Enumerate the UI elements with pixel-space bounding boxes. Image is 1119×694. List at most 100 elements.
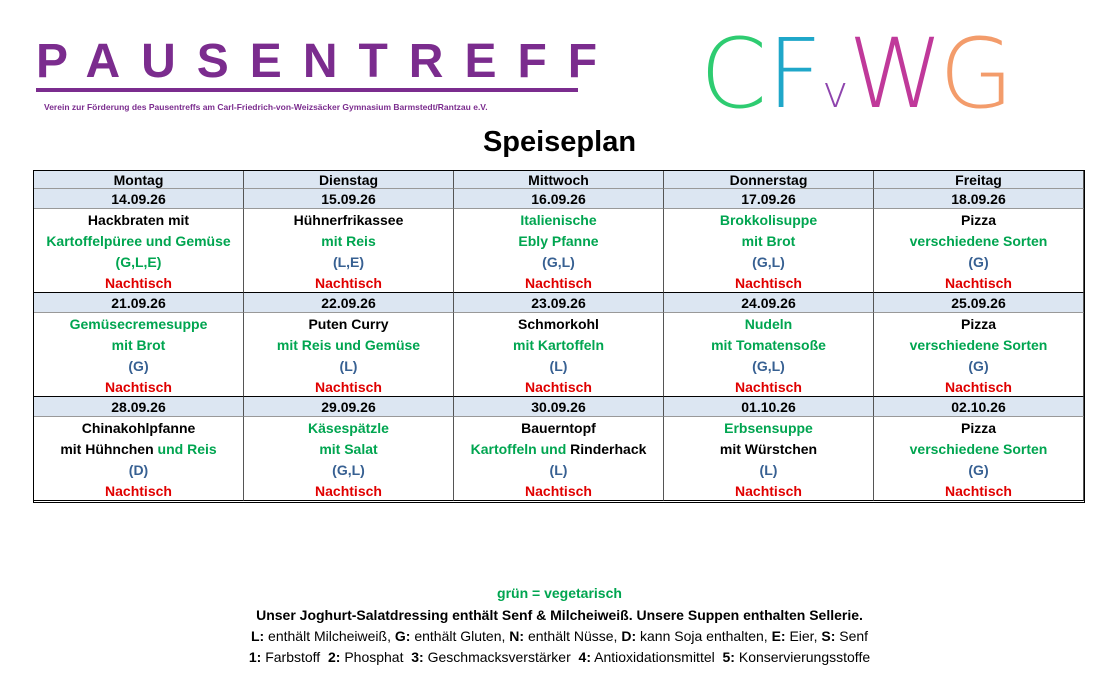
logo-letter: v [822, 67, 849, 118]
meal-text: verschiedene Sorten [909, 441, 1048, 457]
footer-text: E: [771, 628, 786, 644]
meal-text: mit Hühnchen [60, 441, 158, 457]
meal-text: Nachtisch [945, 275, 1012, 291]
date-cell: 25.09.26 [874, 293, 1084, 313]
meal-line: (L,E) [244, 252, 453, 273]
footer-text: Konservierungsstoffe [734, 649, 871, 665]
meal-text: Nachtisch [945, 379, 1012, 395]
meal-text: und Reis [157, 441, 217, 457]
meal-line: Nachtisch [664, 273, 873, 294]
meal-text: Nachtisch [945, 483, 1012, 499]
meal-line: Kartoffeln und Rinderhack [454, 439, 663, 460]
meal-text: Chinakohlpfanne [81, 420, 196, 436]
meal-line: mit Reis [244, 231, 453, 252]
meal-line: mit Hühnchen und Reis [34, 439, 243, 460]
footer-text: 5: [722, 649, 735, 665]
meal-line: mit Brot [34, 335, 243, 356]
meal-cell: Chinakohlpfanne mit Hühnchen und Reis (D) N… [34, 417, 244, 501]
meal-text: Nachtisch [315, 275, 382, 291]
meal-cell: Pizza verschiedene Sorten (G) Nachtisch [874, 313, 1084, 397]
meal-text: (G) [128, 358, 149, 374]
meal-text: Nachtisch [105, 379, 172, 395]
meal-text: (L) [549, 358, 568, 374]
meal-text: (L,E) [332, 254, 365, 270]
footer-text: Eier, [785, 628, 822, 644]
meal-text: mit Salat [319, 441, 378, 457]
menu-table [33, 170, 1085, 503]
day-header: Freitag [874, 171, 1084, 189]
meal-cell: Pizza verschiedene Sorten (G) Nachtisch [874, 209, 1084, 293]
meal-text: Hühnerfrikassee [293, 212, 404, 228]
meal-text: Nachtisch [525, 275, 592, 291]
meal-text: Erbsensuppe [724, 420, 813, 436]
meal-line: verschiedene Sorten [874, 231, 1083, 252]
meal-line: (L) [454, 356, 663, 377]
meal-line: mit Reis und Gemüse [244, 335, 453, 356]
heading: Speiseplan [482, 126, 637, 158]
footer-text: D: [621, 628, 637, 644]
meal-text: Käsespätzle [308, 420, 389, 436]
meal-text: verschiedene Sorten [909, 233, 1048, 249]
logo-letter: F [767, 18, 823, 130]
meal-line: Nachtisch [244, 481, 453, 502]
meal-line: (G,L) [244, 460, 453, 481]
day-header: Donnerstag [664, 171, 874, 189]
date-cell: 17.09.26 [664, 189, 874, 209]
title: PAUSENTREFF [36, 35, 619, 88]
meal-line: (G,L) [664, 356, 873, 377]
meal-cell: Hackbraten mit Kartoffelpüree und Gemüse (… [34, 209, 244, 293]
meal-line: Nachtisch [454, 481, 663, 502]
footer-text: 1: [248, 649, 262, 665]
meal-text: (D) [128, 462, 149, 478]
meal-text: mit Reis [321, 233, 376, 249]
meal-cell: Italienische Ebly Pfanne (G,L) Nachtisch [454, 209, 664, 293]
meal-line: Pizza [874, 314, 1083, 335]
meal-line: Nachtisch [874, 377, 1083, 398]
footer-text: N: [509, 628, 525, 644]
meal-text: Nachtisch [735, 275, 802, 291]
meal-line: Nachtisch [34, 273, 243, 294]
meal-text: Kartoffelpüree und Gemüse [46, 233, 231, 249]
meal-text: Brokkolisuppe [719, 212, 818, 228]
meal-text: (G,L) [752, 358, 785, 374]
meal-cell: Puten Curry mit Reis und Gemüse (L) Nachtis… [244, 313, 454, 397]
meal-text: Nachtisch [105, 275, 172, 291]
footer-text: S: [821, 628, 836, 644]
meal-line: Pizza [874, 418, 1083, 439]
meal-line: Puten Curry [244, 314, 453, 335]
footer-text: Antioxidationsmittel [591, 649, 723, 665]
meal-text: Italienische [520, 212, 597, 228]
meal-text: mit Tomatensoße [711, 337, 826, 353]
meal-text: (G) [968, 254, 989, 270]
meal-line: Nachtisch [664, 377, 873, 398]
meal-cell: Brokkolisuppe mit Brot (G,L) Nachtisch [664, 209, 874, 293]
date-cell: 29.09.26 [244, 397, 454, 417]
meal-line: (G,L,E) [34, 252, 243, 273]
date-cell: 14.09.26 [34, 189, 244, 209]
meal-text: Pizza [960, 212, 996, 228]
meal-cell: Pizza verschiedene Sorten (G) Nachtisch [874, 417, 1084, 501]
meal-cell: Gemüsecremesuppe mit Brot (G) Nachtisch [34, 313, 244, 397]
logo-letter: C [700, 18, 768, 130]
meal-line: Erbsensuppe [664, 418, 873, 439]
date-cell: 01.10.26 [664, 397, 874, 417]
meal-line: (G,L) [664, 252, 873, 273]
footer-line: grün = vegetarisch [0, 585, 1119, 601]
subtitle: Verein zur Förderung des Pausentreffs am… [44, 102, 488, 112]
footer-text: enthält Nüsse, [524, 628, 622, 644]
footer-text: enthält Gluten, [410, 628, 510, 644]
meal-line: (L) [454, 460, 663, 481]
footer-line: 1: Farbstoff 2: Phosphat 3: Geschmacksve… [0, 649, 1119, 665]
meal-text: Nachtisch [525, 379, 592, 395]
footer-text: L: [250, 628, 265, 644]
meal-line: Nachtisch [244, 273, 453, 294]
meal-cell: Nudeln mit Tomatensoße (G,L) Nachtisch [664, 313, 874, 397]
footer-text: 4: [578, 649, 591, 665]
footer-text: Senf [835, 628, 869, 644]
footer-text: Farbstoff [261, 649, 328, 665]
meal-line: (G,L) [454, 252, 663, 273]
date-cell: 15.09.26 [244, 189, 454, 209]
meal-line: mit Tomatensoße [664, 335, 873, 356]
meal-cell: Bauerntopf Kartoffeln und Rinderhack (L) Na… [454, 417, 664, 501]
